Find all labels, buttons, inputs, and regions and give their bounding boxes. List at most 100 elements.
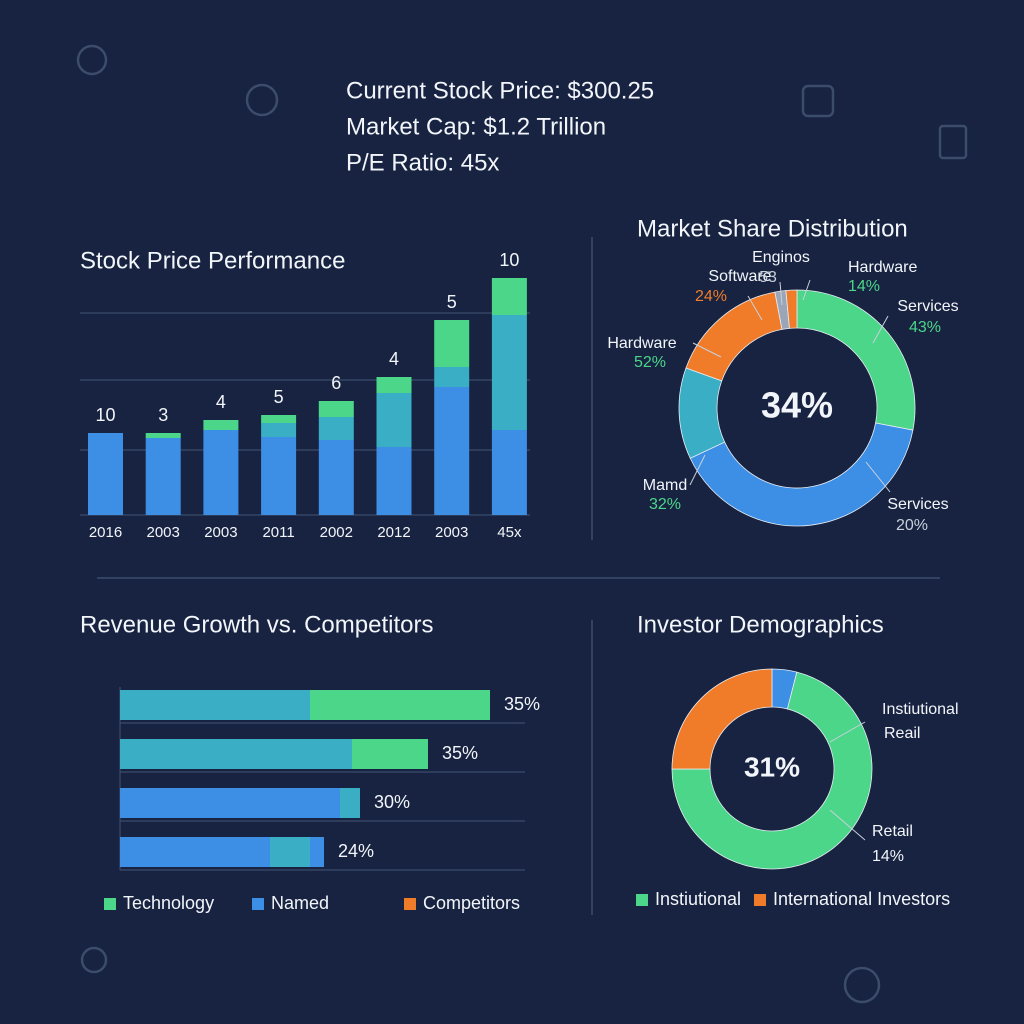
header-line: P/E Ratio: 45x <box>346 149 499 176</box>
legend-swatch <box>404 898 416 910</box>
annotation-name: Hardware <box>848 259 917 276</box>
bar-segment <box>203 430 239 515</box>
donut-segment <box>689 422 914 527</box>
chart-title: Stock Price Performance <box>80 247 345 274</box>
bar-segment <box>310 690 490 720</box>
bar-segment <box>434 320 470 367</box>
annotation-label: 5̄3 <box>759 269 777 286</box>
x-tick-label: 2003 <box>435 524 468 541</box>
bar-segment <box>120 690 310 720</box>
donut-segment <box>678 367 726 459</box>
bar-label: 4 <box>389 349 399 369</box>
legend-swatch <box>636 894 648 906</box>
bar-segment <box>340 788 360 818</box>
bar-segment <box>145 433 181 438</box>
annotation-name: Retail <box>872 823 913 840</box>
legend-label: Named <box>271 893 329 913</box>
bar-segment <box>352 739 428 769</box>
bar-segment <box>376 377 412 393</box>
bar-segment <box>318 440 354 515</box>
x-tick-label: 2003 <box>204 524 237 541</box>
leader-line <box>689 454 706 486</box>
donut-segment <box>671 668 773 770</box>
leader-line <box>747 295 763 321</box>
donut-segment <box>671 671 873 870</box>
annotation-name: Instiutional <box>882 701 959 718</box>
bar-segment <box>434 367 470 387</box>
bar-segment <box>120 788 340 818</box>
annotation-label: Reail <box>884 725 920 742</box>
bar-label: 5 <box>447 292 457 312</box>
bar-segment <box>261 415 297 423</box>
bar-segment <box>376 393 412 447</box>
legend-label: Instiutional <box>655 889 741 909</box>
legend-swatch <box>252 898 264 910</box>
leader-line <box>779 281 783 306</box>
bar-label: 24% <box>338 841 374 861</box>
legend-label: Competitors <box>423 893 520 913</box>
bar-label: 3 <box>158 405 168 425</box>
chart-title: Investor Demographics <box>637 611 884 638</box>
x-tick-label: 2003 <box>147 524 180 541</box>
bar-label: 35% <box>442 743 478 763</box>
legend-swatch <box>104 898 116 910</box>
donut-segment <box>785 289 798 329</box>
bar-label: 30% <box>374 792 410 812</box>
bar-segment <box>491 430 527 515</box>
donut-segment <box>685 291 783 382</box>
bar-label: 5 <box>274 387 284 407</box>
annotation-name: Software <box>708 268 771 285</box>
annotation-label: 20% <box>896 517 928 534</box>
bar-label: 10 <box>95 405 115 425</box>
bar-segment <box>120 739 352 769</box>
legend-label: Technology <box>123 893 214 913</box>
annotation-name: Hardware <box>607 335 676 352</box>
annotation-label: 24% <box>695 288 727 305</box>
chart-title: Revenue Growth vs. Competitors <box>80 611 433 638</box>
x-tick-label: 2012 <box>377 524 410 541</box>
leader-line <box>802 279 811 301</box>
leader-line <box>692 342 722 358</box>
x-tick-label: 2016 <box>89 524 122 541</box>
bar-segment <box>145 438 181 515</box>
bar-segment <box>261 423 297 437</box>
x-tick-label: 45x <box>497 524 522 541</box>
center-label: 31% <box>744 751 800 782</box>
header-line: Market Cap: $1.2 Trillion <box>346 113 606 140</box>
icon <box>938 124 968 160</box>
bar-segment <box>120 837 270 867</box>
annotation-label: 14% <box>872 848 904 865</box>
annotation-name: Services <box>897 298 958 315</box>
bar-segment <box>270 837 310 867</box>
center-label: 34% <box>761 385 833 426</box>
bar-segment <box>434 387 470 515</box>
annotation-label: 14% <box>848 278 880 295</box>
bar-label: 35% <box>504 694 540 714</box>
bar-label: 6 <box>331 373 341 393</box>
legend-swatch <box>754 894 766 906</box>
bar-segment <box>88 433 123 515</box>
annotation-label: 52% <box>634 354 666 371</box>
x-tick-label: 2011 <box>262 524 294 541</box>
bar-segment <box>203 420 239 430</box>
icon <box>80 946 108 974</box>
annotation-label: 43% <box>909 319 941 336</box>
bar-segment <box>491 278 527 315</box>
decor-icons <box>76 44 968 1004</box>
bar-segment <box>318 401 354 417</box>
bar-label: 4 <box>216 392 226 412</box>
annotation-label: 32% <box>649 496 681 513</box>
leader-line <box>872 315 889 344</box>
bar-segment <box>376 447 412 515</box>
bar-label: 10 <box>499 250 519 270</box>
icon <box>801 84 835 118</box>
leader-line <box>829 809 866 841</box>
bar-segment <box>261 437 297 515</box>
x-tick-label: 2002 <box>320 524 353 541</box>
leader-line <box>829 721 866 743</box>
icon <box>76 44 108 76</box>
icon <box>843 966 881 1004</box>
leader-line <box>865 461 891 493</box>
